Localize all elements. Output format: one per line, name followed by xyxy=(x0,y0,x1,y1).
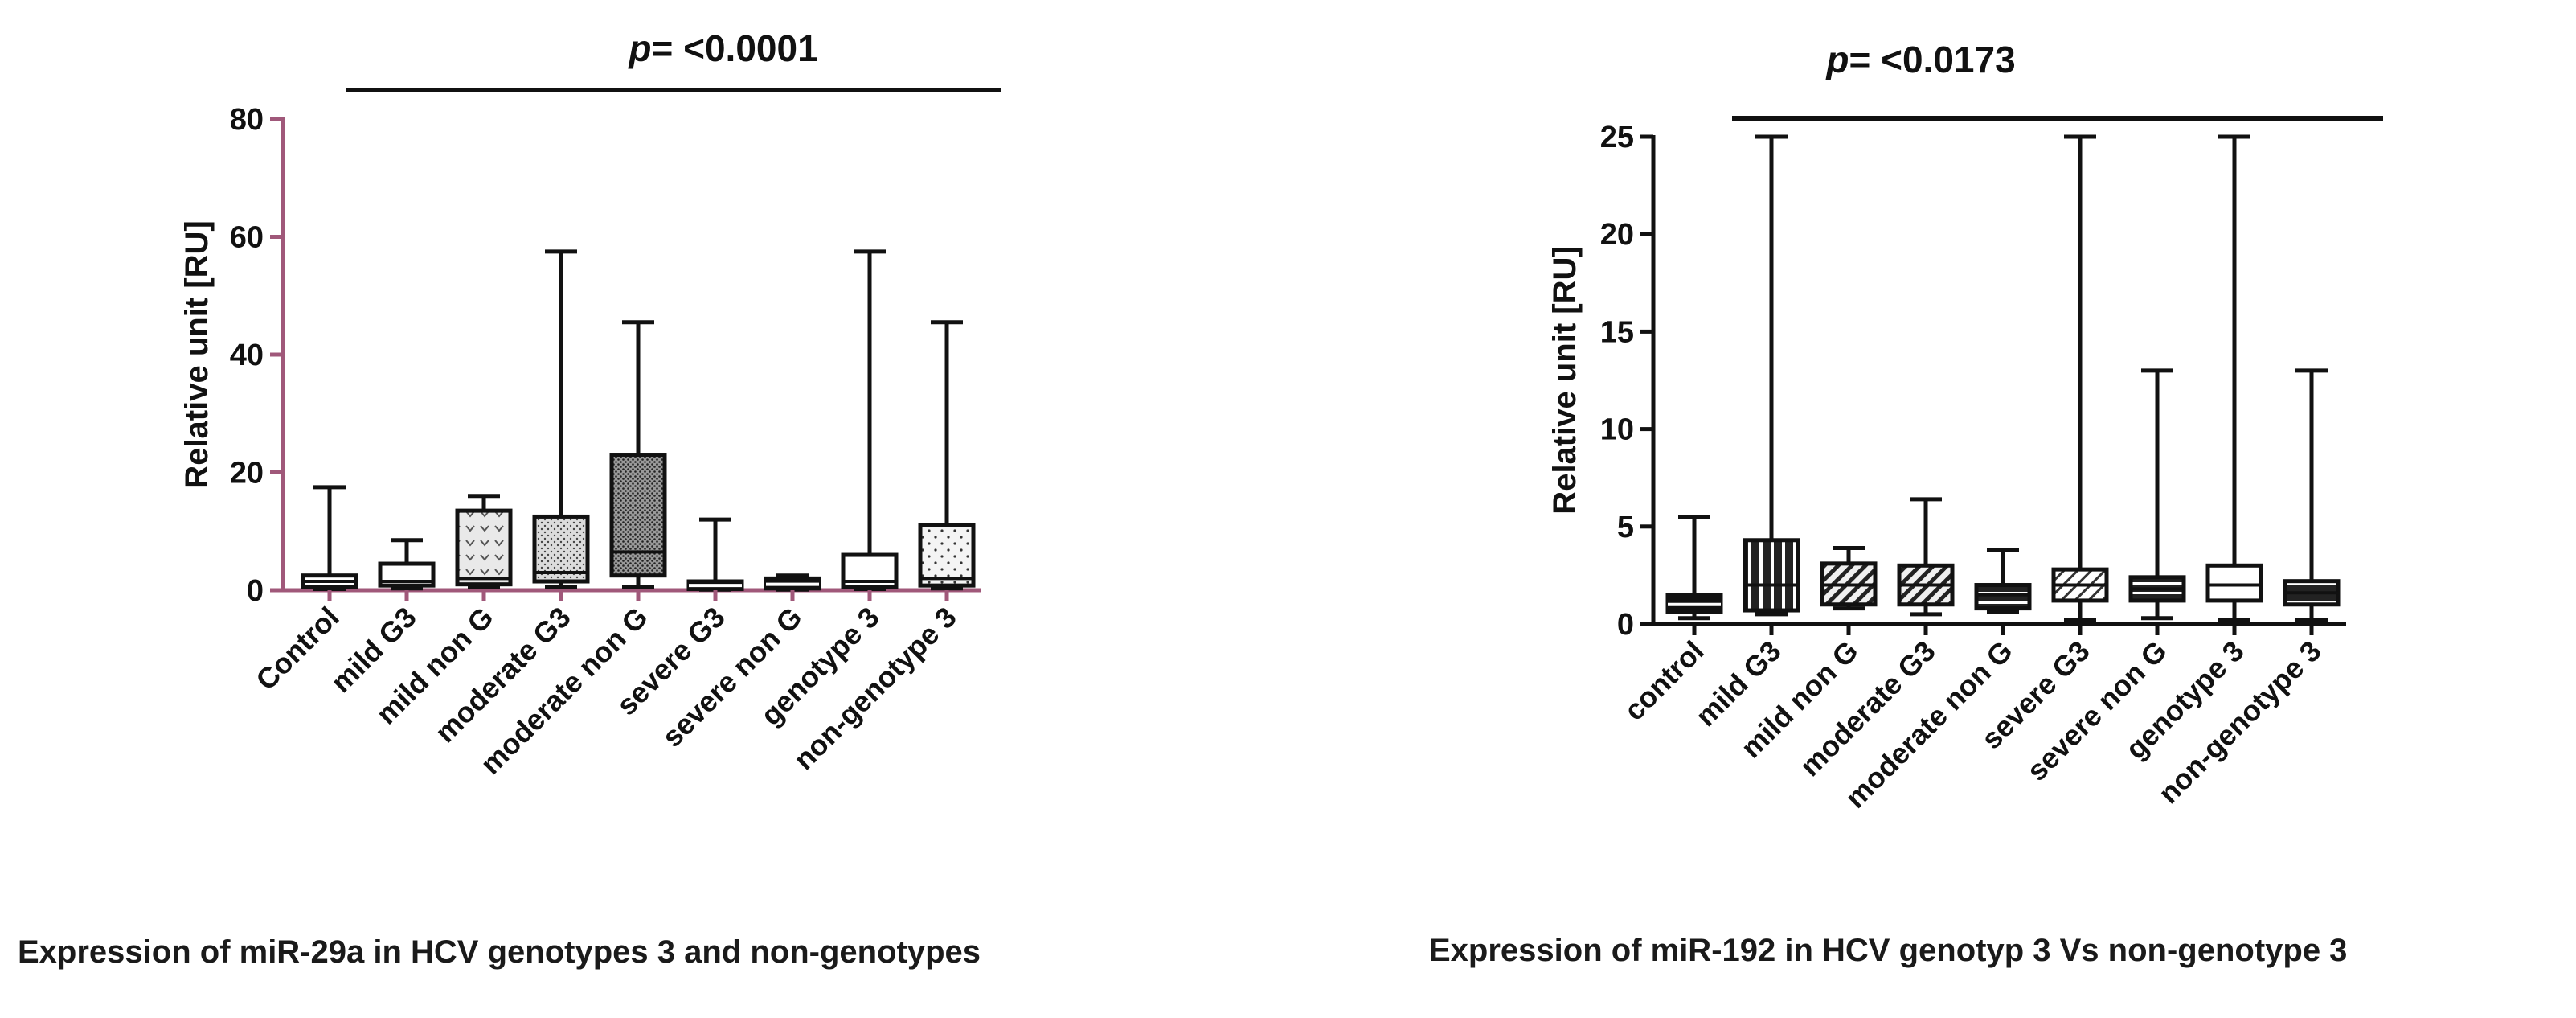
y-axis-label: Relative unit [RU] xyxy=(179,220,215,488)
caption-mir192: Expression of miR-192 in HCV genotyp 3 V… xyxy=(1429,933,2348,968)
box-moderate-g3 xyxy=(532,249,590,589)
x-tick-label: moderate G3 xyxy=(1793,634,1942,783)
y-tick-label: 20 xyxy=(1600,218,1634,252)
box-iqr xyxy=(1974,583,2032,611)
y-tick-label: 20 xyxy=(230,457,264,491)
box-control xyxy=(301,485,358,592)
y-tick-label: 10 xyxy=(1600,413,1634,447)
box-iqr xyxy=(532,514,590,584)
y-tick-label: 40 xyxy=(230,339,264,372)
box-severe-non-g xyxy=(2128,368,2186,621)
box-moderate-non-g xyxy=(1974,548,2032,614)
chart-title: p= <0.0001 xyxy=(627,27,817,69)
box-genotype-3 xyxy=(2205,134,2263,622)
box-mild-g3 xyxy=(1743,134,1800,617)
box-iqr xyxy=(2205,563,2263,603)
box-iqr xyxy=(1743,538,1800,613)
y-tick-label: 0 xyxy=(247,574,264,608)
box-mild-non-g xyxy=(1820,545,1878,611)
box-non-genotype-3 xyxy=(918,320,976,591)
y-tick-label: 60 xyxy=(230,221,264,255)
box-severe-non-g xyxy=(764,573,821,592)
y-tick-label: 5 xyxy=(1617,511,1634,544)
box-mild-non-g xyxy=(455,494,513,589)
box-severe-g3 xyxy=(686,517,744,592)
chart-title: p= <0.0173 xyxy=(1824,39,2015,80)
box-iqr xyxy=(455,508,513,587)
box-control xyxy=(1665,515,1723,621)
x-tick-label: moderate G3 xyxy=(428,601,577,749)
y-tick-label: 15 xyxy=(1600,315,1634,349)
box-genotype-3 xyxy=(841,249,899,592)
y-axis-label: Relative unit [RU] xyxy=(1547,246,1583,514)
box-iqr xyxy=(918,523,976,588)
y-tick-label: 0 xyxy=(1617,608,1634,642)
caption-mir29a: Expression of miR-29a in HCV genotypes 3… xyxy=(18,934,981,970)
box-iqr xyxy=(609,453,667,578)
box-mild-g3 xyxy=(378,538,436,591)
box-non-genotype-3 xyxy=(2283,368,2341,622)
y-tick-label: 25 xyxy=(1600,121,1634,154)
box-severe-g3 xyxy=(2051,134,2109,622)
box-moderate-non-g xyxy=(609,320,667,589)
y-tick-label: 80 xyxy=(230,103,264,137)
box-moderate-g3 xyxy=(1897,497,1955,617)
